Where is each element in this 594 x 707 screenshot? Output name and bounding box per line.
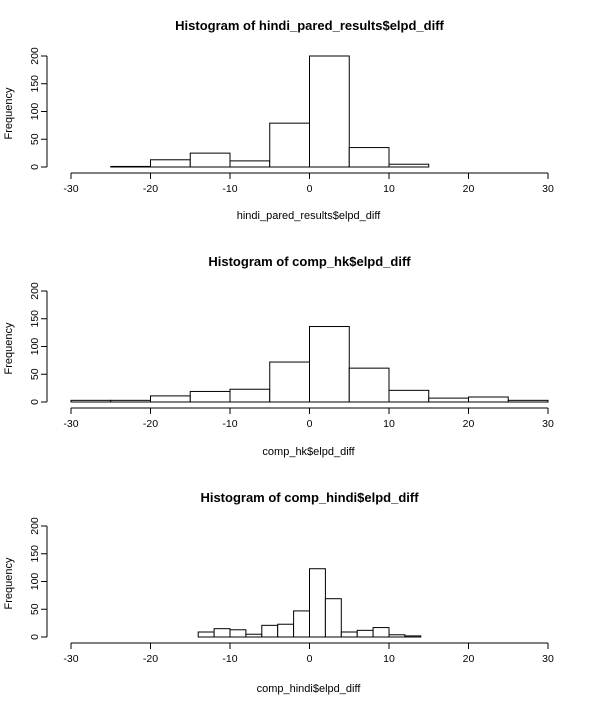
histogram-bar [110,165,151,168]
histogram-bar [388,389,430,403]
histogram-bar [507,399,549,403]
histogram-bar [269,122,310,168]
histogram-bar [110,399,151,403]
chart-title: Histogram of hindi_pared_results$elpd_di… [175,18,444,33]
histogram-bar [324,598,342,638]
histogram-bar [229,160,271,168]
x-tick-label: 0 [307,418,313,430]
x-tick-label: 30 [542,653,554,665]
histogram-bar [340,631,358,638]
x-tick-label: -20 [143,183,158,195]
y-tick-label: 0 [29,634,41,640]
histogram-bar [189,152,231,168]
histogram-bar [388,163,430,168]
histogram-bar [309,568,326,638]
x-tick-label: -20 [143,653,158,665]
histogram-bar [213,628,231,638]
histogram-bar [70,399,112,403]
x-tick-label: 10 [383,183,395,195]
histogram-bar [229,629,247,638]
y-tick-label: 200 [29,517,41,535]
x-tick-label: -10 [222,418,237,430]
histogram-bar [150,395,191,403]
y-tick-label: 50 [29,133,41,145]
y-tick-label: 150 [29,545,41,563]
y-axis-label: Frequency [3,557,15,609]
histogram-bar [356,629,374,638]
y-tick-label: 50 [29,368,41,380]
histogram-bar [348,367,390,403]
y-tick-label: 100 [29,338,41,356]
y-axis-label: Frequency [3,87,15,139]
x-tick-label: -30 [63,653,78,665]
y-tick-label: 0 [29,164,41,170]
y-tick-label: 200 [29,47,41,65]
histogram-bar [150,159,191,168]
histogram-bar [197,631,215,638]
x-tick-label: -30 [63,418,78,430]
x-axis-label: comp_hindi$elpd_diff [257,683,362,695]
x-axis-label: comp_hk$elpd_diff [262,446,355,458]
x-axis-label: hindi_pared_results$elpd_diff [237,210,381,222]
histogram-bar [309,326,350,403]
x-tick-label: 20 [463,418,475,430]
histogram-bar [293,610,311,638]
x-tick-label: 30 [542,418,554,430]
x-tick-label: 10 [383,653,395,665]
x-tick-label: 0 [307,653,313,665]
histogram-bar [388,634,406,638]
histogram-bar [261,624,279,638]
histogram-bar [277,623,295,638]
histogram-bar [428,397,469,403]
x-tick-label: 20 [463,183,475,195]
histogram-bar [269,361,310,403]
y-axis-label: Frequency [3,322,15,374]
x-tick-label: -20 [143,418,158,430]
x-tick-label: 20 [463,653,475,665]
y-tick-label: 150 [29,75,41,93]
histogram-bar [372,627,390,638]
x-tick-label: -10 [222,183,237,195]
y-tick-label: 100 [29,103,41,121]
histogram-bar [189,390,231,403]
histogram-bar [245,633,263,638]
histogram-bar [309,55,350,168]
histogram-bar [404,635,422,638]
x-tick-label: -30 [63,183,78,195]
x-tick-label: 10 [383,418,395,430]
histogram-bar [468,396,509,403]
y-tick-label: 50 [29,603,41,615]
x-tick-label: 0 [307,183,313,195]
x-tick-label: -10 [222,653,237,665]
y-tick-label: 0 [29,399,41,405]
chart-title: Histogram of comp_hk$elpd_diff [208,254,411,269]
x-tick-label: 30 [542,183,554,195]
y-tick-label: 100 [29,573,41,591]
y-tick-label: 150 [29,310,41,328]
chart-title: Histogram of comp_hindi$elpd_diff [200,490,419,505]
histogram-bar [348,147,390,168]
histogram-bar [229,388,271,403]
y-tick-label: 200 [29,282,41,300]
